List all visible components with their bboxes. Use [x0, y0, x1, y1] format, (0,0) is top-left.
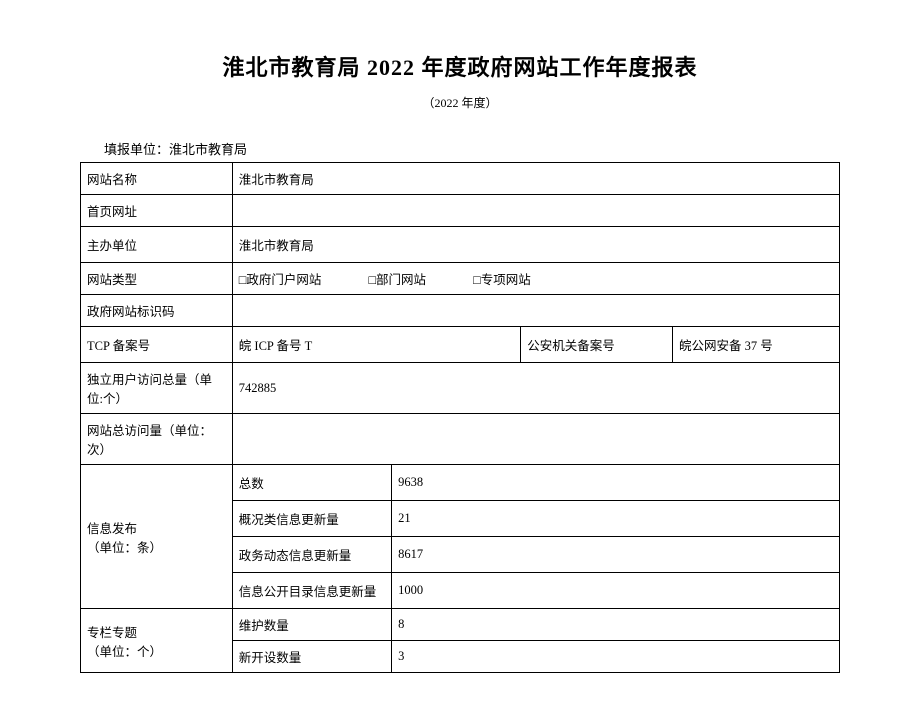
reporter-value: 淮北市教育局 — [169, 142, 247, 157]
cell-value: 8617 — [392, 537, 840, 573]
cell-value: 742885 — [232, 363, 839, 414]
cell-value: 3 — [392, 641, 840, 673]
cell-label: 专栏专题 （单位：个） — [81, 609, 233, 673]
cell-value: 21 — [392, 501, 840, 537]
table-row: 首页网址 — [81, 195, 840, 227]
cell-label: 网站总访问量（单位：次） — [81, 414, 233, 465]
page-subtitle: （2022 年度） — [80, 94, 840, 111]
cell-sublabel: 信息公开目录信息更新量 — [232, 573, 391, 609]
cell-value: 淮北市教育局 — [232, 227, 839, 263]
cell-sublabel: 维护数量 — [232, 609, 391, 641]
cell-sublabel: 新开设数量 — [232, 641, 391, 673]
cell-label: 首页网址 — [81, 195, 233, 227]
cell-label: TCP 备案号 — [81, 327, 233, 363]
cell-sublabel: 概况类信息更新量 — [232, 501, 391, 537]
site-type-option: □部门网站 — [368, 269, 426, 288]
table-row: 政府网站标识码 — [81, 295, 840, 327]
cell-label: 独立用户访问总量（单位:个） — [81, 363, 233, 414]
cell-value: 淮北市教育局 — [232, 163, 839, 195]
cell-label: 网站名称 — [81, 163, 233, 195]
cell-value: 9638 — [392, 465, 840, 501]
cell-label: 信息发布 （单位：条） — [81, 465, 233, 609]
cell-label: 政府网站标识码 — [81, 295, 233, 327]
table-row: TCP 备案号 皖 ICP 备号 T 公安机关备案号 皖公网安备 37 号 — [81, 327, 840, 363]
site-type-option: □专项网站 — [473, 269, 531, 288]
site-type-option: □政府门户网站 — [239, 269, 322, 288]
reporter-line: 填报单位：淮北市教育局 — [104, 139, 840, 158]
reporter-label: 填报单位： — [104, 142, 169, 157]
table-row: 网站总访问量（单位：次） — [81, 414, 840, 465]
cell-value — [232, 295, 839, 327]
cell-value — [232, 195, 839, 227]
cell-sublabel: 总数 — [232, 465, 391, 501]
table-row: 信息发布 （单位：条） 总数 9638 — [81, 465, 840, 501]
cell-value: 8 — [392, 609, 840, 641]
cell-value: 1000 — [392, 573, 840, 609]
table-row: 主办单位 淮北市教育局 — [81, 227, 840, 263]
table-row: 独立用户访问总量（单位:个） 742885 — [81, 363, 840, 414]
cell-value: 皖 ICP 备号 T — [232, 327, 520, 363]
table-row: 专栏专题 （单位：个） 维护数量 8 — [81, 609, 840, 641]
cell-value: 皖公网安备 37 号 — [672, 327, 839, 363]
table-row: 网站名称 淮北市教育局 — [81, 163, 840, 195]
cell-label: 网站类型 — [81, 263, 233, 295]
cell-site-type: □政府门户网站 □部门网站 □专项网站 — [232, 263, 839, 295]
cell-label: 公安机关备案号 — [521, 327, 673, 363]
cell-sublabel: 政务动态信息更新量 — [232, 537, 391, 573]
report-table: 网站名称 淮北市教育局 首页网址 主办单位 淮北市教育局 网站类型 □政府门户网… — [80, 162, 840, 673]
cell-label: 主办单位 — [81, 227, 233, 263]
cell-value — [232, 414, 839, 465]
page-title: 淮北市教育局 2022 年度政府网站工作年度报表 — [80, 50, 840, 82]
table-row: 网站类型 □政府门户网站 □部门网站 □专项网站 — [81, 263, 840, 295]
